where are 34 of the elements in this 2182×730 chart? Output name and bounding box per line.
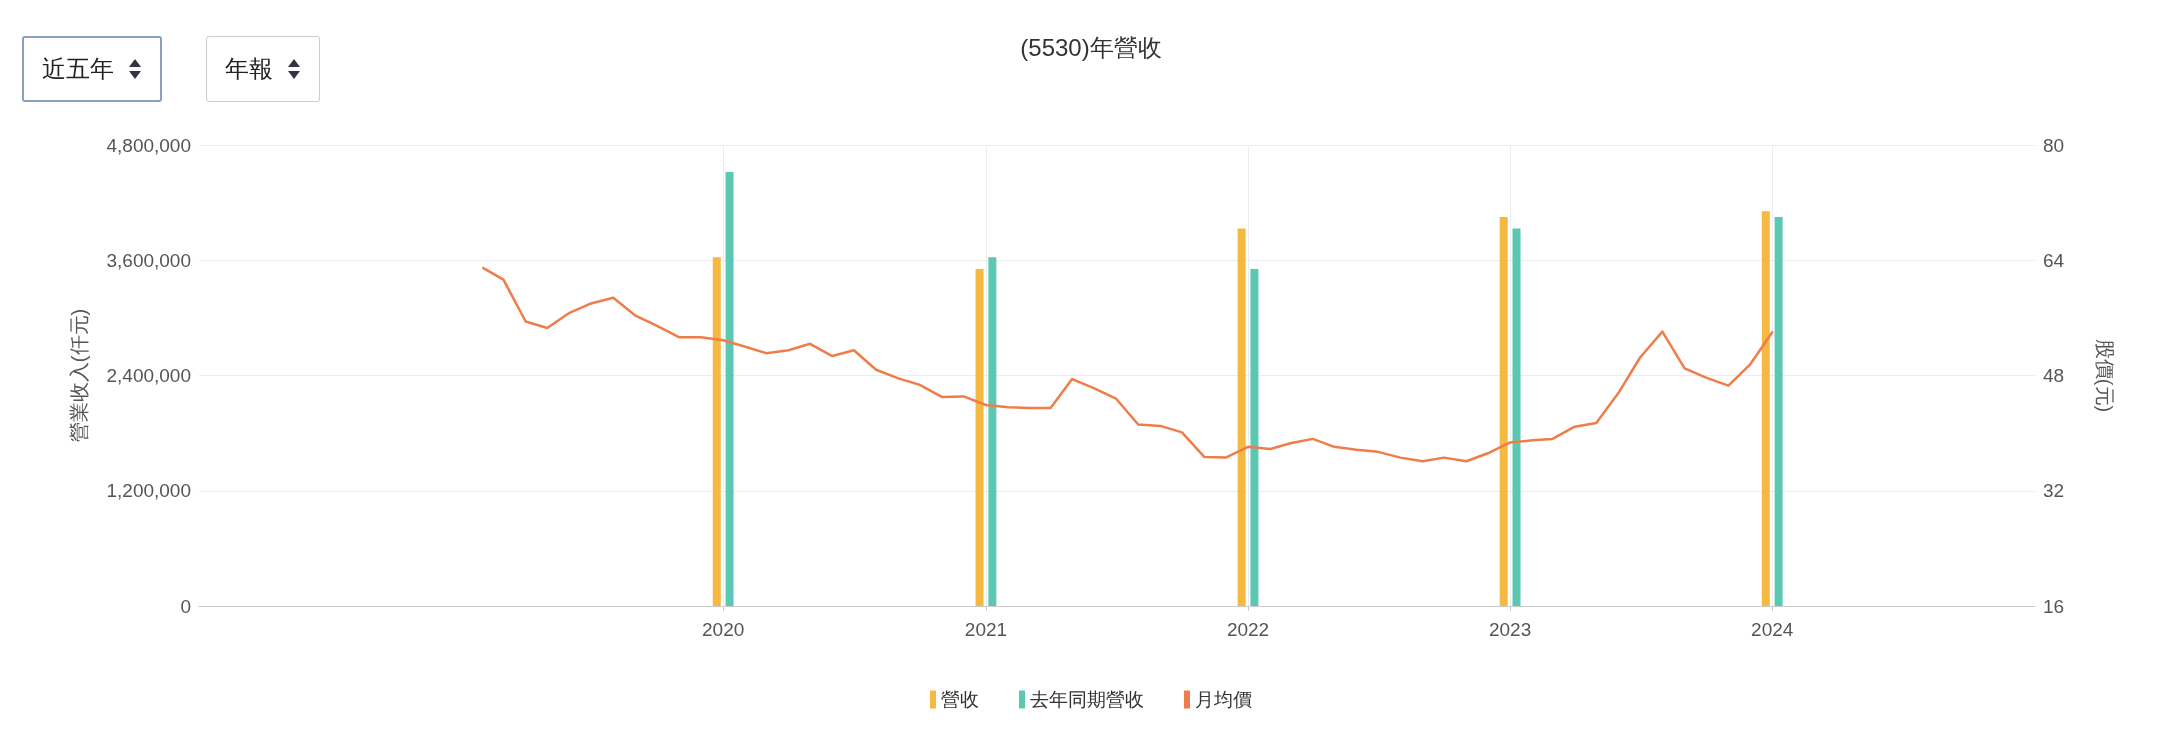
- y2-tick-label: 16: [2043, 595, 2065, 617]
- y-axis-title: 營業收入(仟元): [68, 308, 90, 443]
- x-tick-label: 2023: [1488, 619, 1532, 640]
- bar: [1761, 211, 1770, 606]
- bar: [975, 268, 984, 606]
- y-tick-label: 2,400,000: [106, 365, 191, 386]
- x-tick-label: 2021: [964, 619, 1008, 640]
- y-tick-label: 0: [180, 595, 191, 617]
- bar: [712, 257, 721, 606]
- bar: [725, 171, 734, 606]
- y-tick-label: 1,200,000: [106, 480, 191, 502]
- legend-label: 營收: [941, 689, 979, 710]
- bar: [988, 257, 997, 606]
- text: 近五年: [42, 54, 114, 85]
- x-tick-label: 2020: [702, 619, 745, 640]
- y2-tick-label: 32: [2043, 480, 2065, 502]
- chart-title: (5530)年營收: [1020, 33, 1162, 61]
- bar: [1774, 217, 1783, 606]
- bar: [1499, 217, 1508, 606]
- y2-axis-title: 股價(元): [2094, 338, 2116, 413]
- y2-tick-label: 64: [2043, 249, 2065, 271]
- x-tick-label: 2024: [1751, 619, 1794, 640]
- legend-label: 去年同期營收: [1030, 689, 1144, 710]
- bar: [1250, 268, 1259, 606]
- x-tick-label: 2022: [1226, 619, 1270, 640]
- y2-tick-label: 48: [2043, 365, 2065, 386]
- text: 年報: [225, 54, 273, 85]
- y-tick-label: 4,800,000: [106, 134, 191, 156]
- y-tick-label: 3,600,000: [106, 249, 191, 271]
- bar: [1512, 228, 1521, 606]
- line-series: [482, 266, 1774, 463]
- legend-label: 月均價: [1195, 689, 1252, 710]
- y2-tick-label: 80: [2043, 134, 2065, 156]
- bar: [1237, 228, 1246, 606]
